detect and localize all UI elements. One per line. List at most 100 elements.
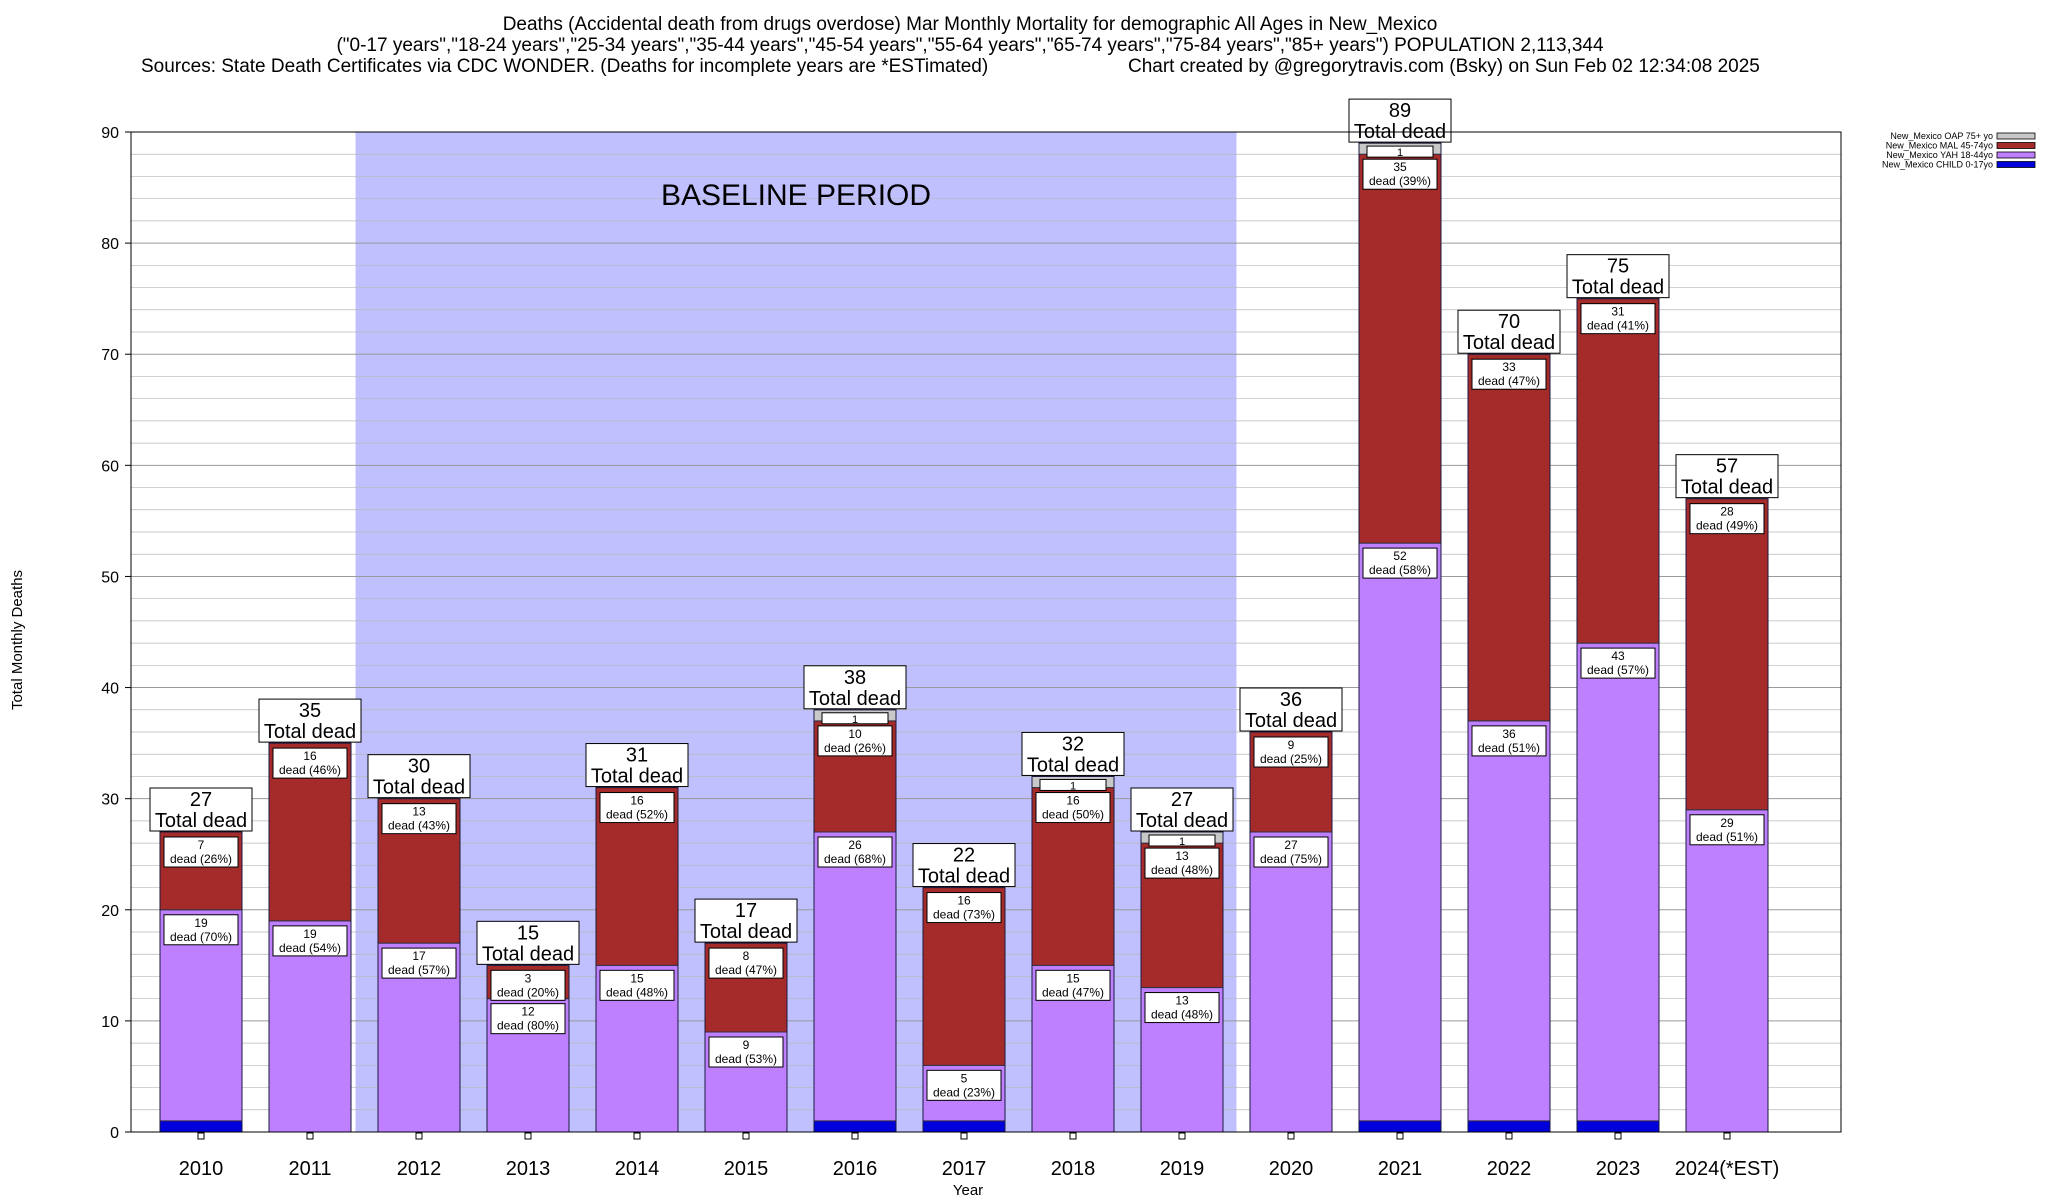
- oap-label-value: 1: [1179, 836, 1185, 848]
- x-tick-label: 2012: [397, 1158, 442, 1180]
- x-tick-label: 2024(*EST): [1675, 1158, 1780, 1180]
- segment-label-box: [1471, 725, 1547, 757]
- bar-segment-yah: [1467, 720, 1551, 1122]
- title-line-3-sources: Sources: State Death Certificates via CD…: [141, 56, 988, 77]
- segment-label-value: 8: [743, 949, 750, 963]
- segment-label-value: 16: [1066, 794, 1080, 808]
- bar-segment-child: [159, 1120, 243, 1133]
- legend-label: New_Mexico CHILD 0-17yo: [1882, 160, 1993, 170]
- y-tick-label: 30: [101, 792, 119, 809]
- x-tick-marker: [524, 1132, 532, 1140]
- total-label-box: [1130, 787, 1234, 832]
- segment-label-value: 13: [1175, 849, 1189, 863]
- y-tick-label: 60: [101, 458, 119, 475]
- total-label-value: 17: [735, 900, 757, 922]
- x-tick-marker: [1069, 1132, 1077, 1140]
- segment-label-pct: dead (58%): [1369, 563, 1431, 577]
- segment-label-pct: dead (52%): [606, 808, 668, 822]
- segment-label-value: 36: [1502, 727, 1516, 741]
- segment-label-value: 28: [1720, 505, 1734, 519]
- segment-label-box: [381, 803, 457, 835]
- y-tick-label: 80: [101, 236, 119, 253]
- segment-label-box: [1689, 814, 1765, 846]
- total-label-text: Total dead: [1245, 710, 1337, 732]
- segment-label-pct: dead (47%): [715, 963, 777, 977]
- total-label-value: 36: [1280, 689, 1302, 711]
- total-label-box: [803, 665, 907, 710]
- total-label-text: Total dead: [1136, 810, 1228, 832]
- segment-label-value: 16: [303, 749, 317, 763]
- segment-label-pct: dead (68%): [824, 852, 886, 866]
- x-tick-label: 2015: [724, 1158, 769, 1180]
- segment-label-box: [1689, 503, 1765, 535]
- total-label-text: Total dead: [918, 866, 1010, 888]
- total-label-text: Total dead: [373, 777, 465, 799]
- x-tick-marker: [1723, 1132, 1731, 1140]
- x-tick-label: 2014: [615, 1158, 660, 1180]
- oap-label-box: [1366, 145, 1434, 158]
- bar-segment-child: [1576, 1120, 1660, 1133]
- segment-label-pct: dead (43%): [388, 819, 450, 833]
- total-label-value: 27: [190, 789, 212, 811]
- x-tick-label: 2023: [1596, 1158, 1641, 1180]
- total-label-value: 30: [408, 756, 430, 778]
- segment-label-box: [272, 747, 348, 779]
- bar-segment-yah: [1249, 831, 1333, 1133]
- oap-label-box: [821, 712, 889, 725]
- legend-swatch: [1996, 161, 2036, 168]
- bar-group: [1685, 498, 1769, 1133]
- oap-label-value: 1: [1070, 780, 1076, 792]
- x-tick-label: 2011: [288, 1158, 331, 1180]
- total-label-value: 57: [1716, 456, 1738, 478]
- segment-label-value: 3: [525, 971, 532, 985]
- x-tick-label: 2018: [1051, 1158, 1096, 1180]
- bar-group: [1576, 298, 1660, 1133]
- x-axis-label: Year: [953, 1182, 983, 1199]
- total-label-box: [1675, 454, 1779, 499]
- legend-label: New_Mexico YAH 18-44yo: [1886, 150, 1993, 160]
- total-label-box: [1566, 254, 1670, 299]
- segment-label-pct: dead (70%): [170, 930, 232, 944]
- chart-title: Deaths (Accidental death from drugs over…: [141, 14, 1760, 77]
- segment-label-value: 5: [961, 1071, 968, 1085]
- bar-segment-child: [1467, 1120, 1551, 1133]
- segment-label-box: [490, 1003, 566, 1035]
- bar-group: [1031, 775, 1115, 1133]
- segment-label-pct: dead (53%): [715, 1052, 777, 1066]
- segment-label-value: 29: [1720, 816, 1734, 830]
- x-tick-marker: [415, 1132, 423, 1140]
- y-tick-label: 70: [101, 347, 119, 364]
- segment-label-box: [1580, 303, 1656, 335]
- x-tick-label: 2019: [1160, 1158, 1205, 1180]
- segment-label-pct: dead (49%): [1696, 519, 1758, 533]
- segment-label-value: 26: [848, 838, 862, 852]
- total-label-box: [1239, 687, 1343, 732]
- total-label-box: [585, 743, 689, 788]
- legend-swatch: [1996, 142, 2036, 149]
- x-tick-marker: [960, 1132, 968, 1140]
- total-label-value: 38: [844, 667, 866, 689]
- segment-label-box: [1580, 647, 1656, 679]
- segment-label-value: 13: [1175, 994, 1189, 1008]
- segment-label-value: 15: [630, 971, 644, 985]
- x-tick-marker: [1505, 1132, 1513, 1140]
- x-tick-label: 2013: [506, 1158, 551, 1180]
- total-label-text: Total dead: [1027, 754, 1119, 776]
- segment-label-pct: dead (39%): [1369, 174, 1431, 188]
- segment-label-value: 9: [1288, 738, 1295, 752]
- segment-label-box: [926, 892, 1002, 924]
- total-label-value: 89: [1389, 100, 1411, 122]
- x-tick-marker: [1178, 1132, 1186, 1140]
- bar-segment-child: [922, 1120, 1006, 1133]
- x-tick-marker: [306, 1132, 314, 1140]
- segment-label-box: [708, 1036, 784, 1068]
- title-line-3-credit: Chart created by @gregorytravis.com (Bsk…: [1128, 56, 1760, 77]
- x-tick-label: 2020: [1269, 1158, 1314, 1180]
- segment-label-pct: dead (48%): [1151, 1008, 1213, 1022]
- segment-label-pct: dead (48%): [606, 985, 668, 999]
- segment-label-box: [708, 947, 784, 979]
- segment-label-pct: dead (57%): [388, 963, 450, 977]
- total-label-value: 22: [953, 845, 975, 867]
- segment-label-pct: dead (26%): [170, 852, 232, 866]
